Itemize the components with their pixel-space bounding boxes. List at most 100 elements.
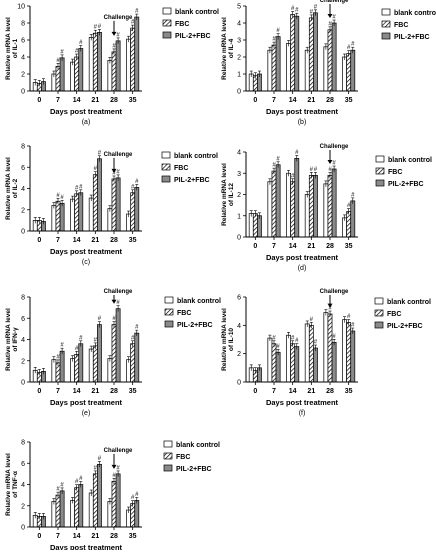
x-axis-label: Days post treatment [50,107,123,116]
bar-28-3 [331,168,337,238]
legend-label: FBC [394,22,408,29]
x-axis-label: Days post treatment [50,247,123,256]
bar-28-2 [327,313,333,383]
x-tick-label: 35 [129,533,137,540]
bar-35-3 [350,330,356,383]
panel-label: (e) [82,410,91,417]
x-tick-label: 0 [37,533,41,540]
y-axis-label: Relative mRNA level [221,163,228,226]
significance-mark: # [328,167,332,173]
legend-label: PIL-2+FBC [176,466,212,473]
significance-mark: # [295,8,299,14]
bar-7-3 [275,351,281,383]
bar-14-3 [78,484,84,528]
significance-mark: # [291,173,295,179]
significance-mark: # [116,169,120,175]
y-tick-label: 10 [17,4,25,11]
bar-21-3 [97,31,102,92]
bar-14-3 [78,343,84,383]
bar-21-2 [308,175,314,238]
legend-label: PIL-2+FBC [177,322,213,329]
bar-28-1 [323,183,329,238]
y-tick-label: 4 [21,186,25,193]
bar-7-1 [51,205,57,232]
y-tick-label: 0 [21,229,25,236]
bar-28-3 [331,22,337,92]
bar-21-3 [97,158,102,232]
x-tick-label: 7 [56,388,60,395]
legend-swatch [161,175,171,183]
significance-mark: # [94,166,98,172]
y-tick-label: 0 [21,525,25,532]
bar-21-3 [97,324,102,383]
bar-28-2 [111,480,117,528]
legend-swatch [162,31,172,39]
bar-0-2 [252,213,258,238]
significance-mark: # [94,465,98,471]
significance-mark: # [347,314,351,320]
challenge-arrowhead [111,168,117,173]
significance-mark: # [276,344,280,350]
legend-label: FBC [387,311,401,318]
legend-swatch [164,308,174,316]
challenge-label: Challenge [320,144,349,150]
bar-28-1 [323,312,329,383]
legend-label: blank control [387,299,431,306]
y-axis-label-sub: of IL-1 [12,38,19,58]
significance-mark: # [56,354,60,360]
x-axis-label: Days post treatment [266,398,339,407]
x-axis-label: Days post treatment [266,107,339,116]
significance-mark: # [75,346,79,352]
y-axis-label: Relative mRNA level [221,308,228,371]
significance-mark: # [98,456,102,462]
significance-mark: # [291,335,295,341]
x-tick-label: 35 [129,97,137,104]
significance-mark: # [314,340,318,346]
x-tick-label: 21 [91,237,99,244]
panel-label: (a) [82,119,91,126]
bar-7-1 [267,337,273,383]
legend-swatch [375,179,385,187]
bar-7-3 [59,350,65,383]
bar-35-1 [126,359,131,383]
legend-swatch [163,452,173,460]
significance-mark: # [295,150,299,156]
bar-21-2 [92,174,98,232]
significance-mark: # [116,300,120,306]
y-tick-label: 0 [237,380,241,387]
y-axis-label-sub: of IL-2 [12,178,19,198]
x-tick-label: 14 [73,97,81,104]
bar-14-1 [70,198,75,232]
legend-swatch [161,163,171,171]
bar-14-1 [70,61,75,92]
bar-28-1 [107,501,113,528]
x-tick-label: 21 [91,388,99,395]
y-axis-label: Relative mRNA level [5,453,12,516]
y-axis-label: Relative mRNA level [221,17,228,80]
y-tick-label: 4 [21,55,25,62]
x-tick-label: 7 [272,388,276,395]
legend-label: blank control [175,9,219,16]
significance-mark: # [75,49,79,55]
y-tick-label: 6 [237,295,241,302]
x-tick-label: 28 [326,243,334,250]
challenge-arrowhead [327,303,333,308]
bar-35-3 [134,500,140,528]
bar-0-3 [257,215,262,238]
y-axis-label-sub: of IL-4 [228,38,235,58]
x-axis-label: Days post treatment [266,253,339,262]
significance-mark: # [291,6,295,12]
x-tick-label: 28 [110,388,118,395]
bar-35-3 [350,49,356,92]
x-tick-label: 0 [253,388,257,395]
x-tick-label: 21 [307,243,315,250]
legend-swatch [374,309,384,317]
y-axis-label-sub: of IL-12 [228,183,235,206]
significance-mark: # [272,335,276,341]
bar-35-1 [342,319,347,383]
legend-swatch [381,8,391,16]
